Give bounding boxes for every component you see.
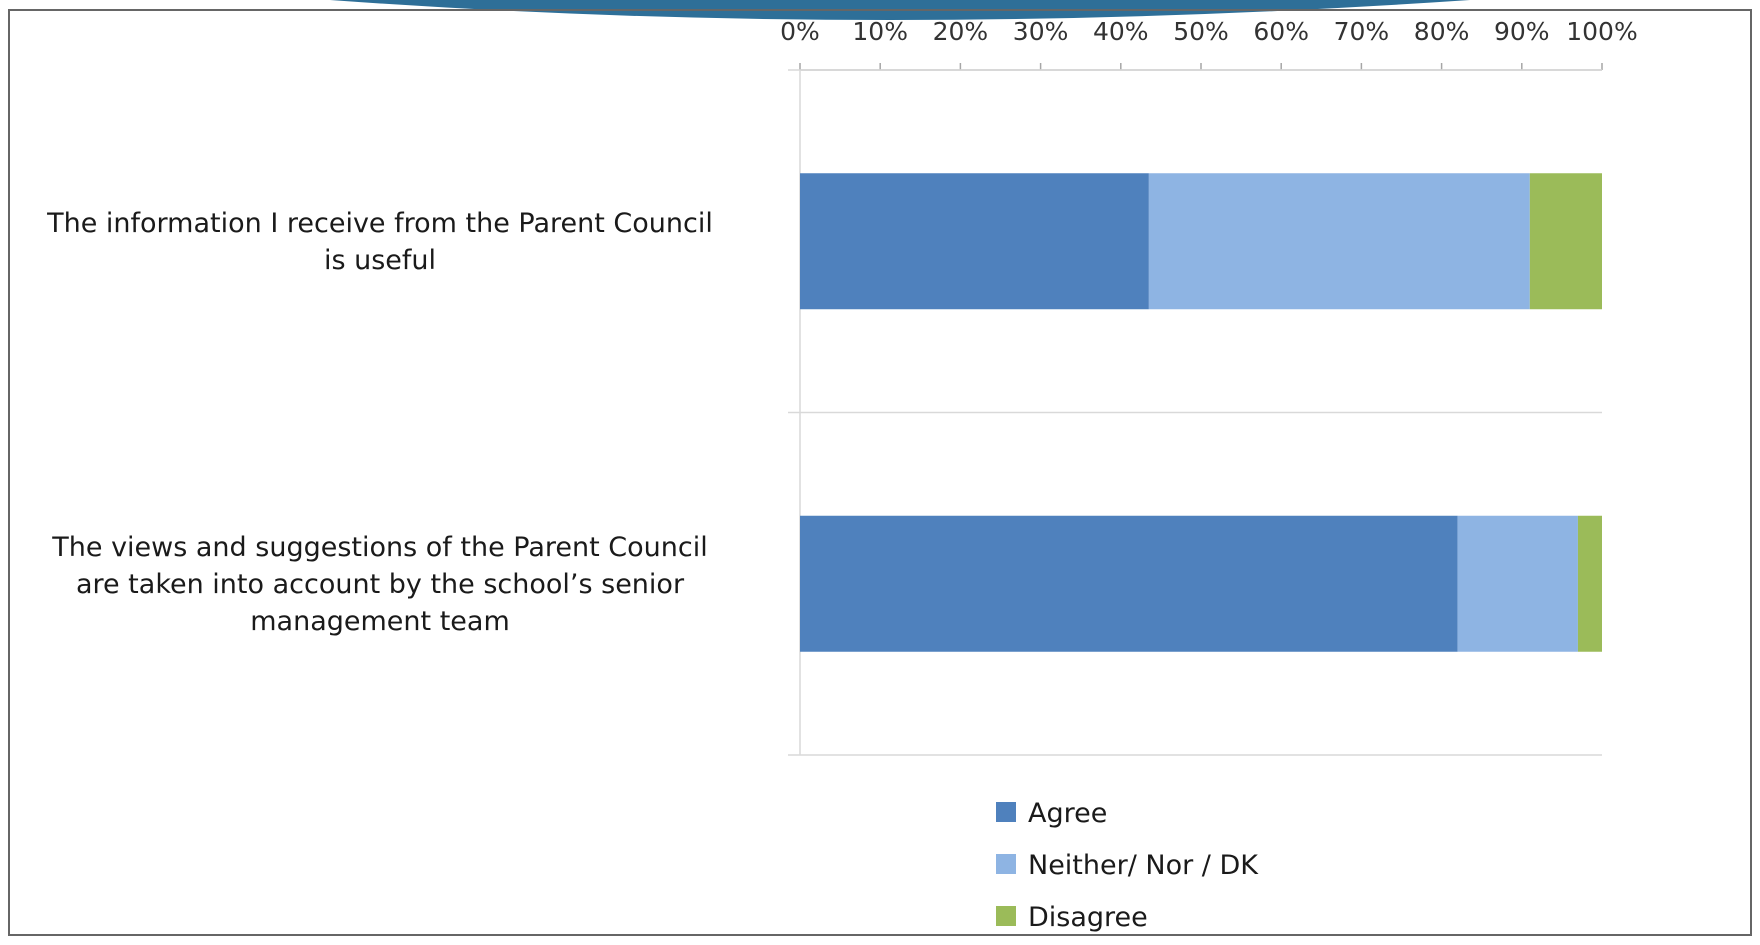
legend-swatch xyxy=(996,802,1016,822)
category-label-line: management team xyxy=(250,606,510,637)
legend: Agree Neither/ Nor / DK Disagree xyxy=(996,798,1259,933)
category-label-line: is useful xyxy=(324,245,436,276)
legend-label: Disagree xyxy=(1028,902,1148,933)
x-tick-label: 70% xyxy=(1334,17,1390,46)
category-label: The views and suggestions of the Parent … xyxy=(51,532,707,637)
x-tick-label: 40% xyxy=(1093,17,1149,46)
category-label-line: The views and suggestions of the Parent … xyxy=(51,532,707,563)
legend-swatch xyxy=(996,906,1016,926)
x-tick-label: 0% xyxy=(780,17,820,46)
legend-item: Agree xyxy=(996,798,1107,829)
x-tick-label: 60% xyxy=(1253,17,1309,46)
bar-segment-neither-nor-dk xyxy=(1457,515,1578,652)
legend-swatch xyxy=(996,854,1016,874)
legend-label: Agree xyxy=(1028,798,1107,829)
x-tick-label: 10% xyxy=(852,17,908,46)
x-tick-label: 80% xyxy=(1414,17,1470,46)
legend-label: Neither/ Nor / DK xyxy=(1028,850,1259,881)
bar-segment-disagree xyxy=(1577,515,1602,652)
bar-segment-agree xyxy=(800,173,1149,310)
legend-item: Disagree xyxy=(996,902,1148,933)
category-label-line: are taken into account by the school’s s… xyxy=(76,569,685,600)
x-tick-label: 30% xyxy=(1013,17,1069,46)
bar-segment-disagree xyxy=(1529,173,1602,310)
bar-layer xyxy=(800,173,1602,652)
legend-item: Neither/ Nor / DK xyxy=(996,850,1259,881)
frame-border xyxy=(8,9,1752,936)
category-label-line: The information I receive from the Paren… xyxy=(46,208,713,239)
bar-segment-agree xyxy=(800,515,1458,652)
category-label: The information I receive from the Paren… xyxy=(46,208,713,276)
axis-layer: 0% 10% 20% 30% 40% 50% 60% 70% 80% 90% 100% xyxy=(780,17,1638,756)
x-tick-label: 90% xyxy=(1494,17,1550,46)
bar-segment-neither-nor-dk xyxy=(1148,173,1530,310)
x-tick-label: 20% xyxy=(933,17,989,46)
category-label-layer: The information I receive from the Paren… xyxy=(46,208,713,637)
x-tick-label: 50% xyxy=(1173,17,1229,46)
x-tick-label: 100% xyxy=(1566,17,1637,46)
